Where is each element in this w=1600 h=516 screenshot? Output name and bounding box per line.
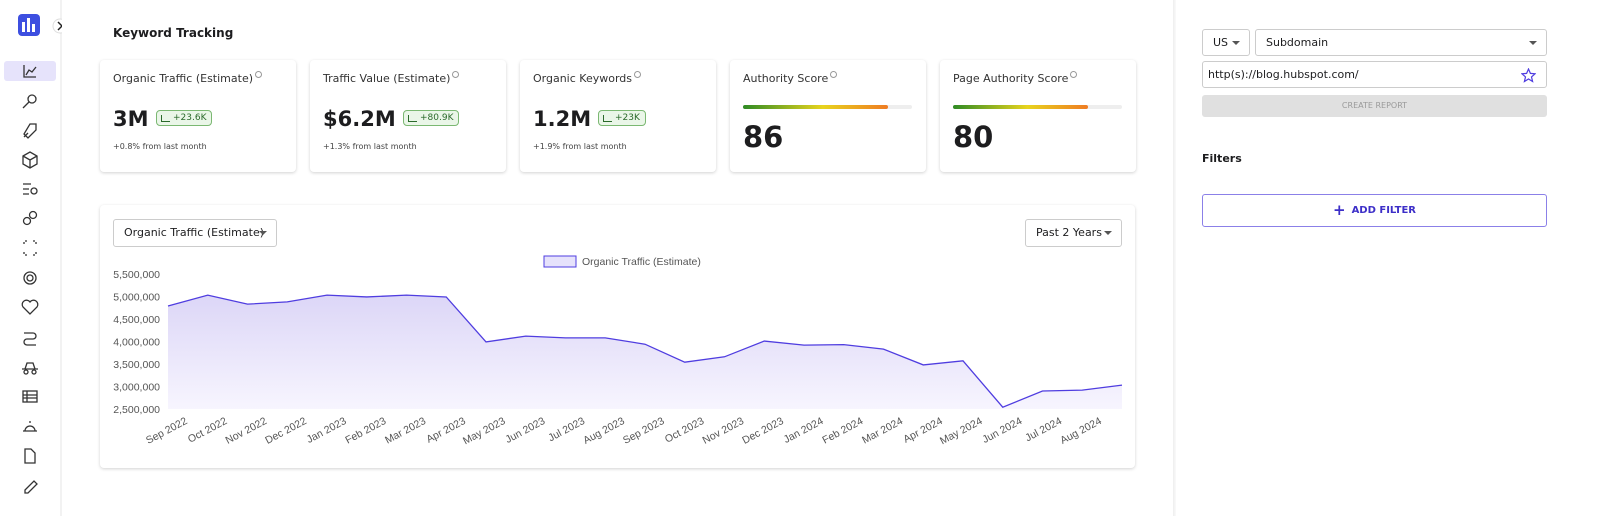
card-note: +0.8% from last month	[113, 142, 207, 151]
scope-select[interactable]: Subdomain	[1255, 29, 1547, 56]
x-tick-label: Apr 2023	[424, 415, 467, 446]
line-area	[168, 295, 1122, 409]
card-title: Page Authority Score	[953, 71, 1078, 85]
chart-panel: Organic Traffic (Estimate) Past 2 Years …	[100, 205, 1135, 468]
card-value: 3M	[113, 107, 149, 131]
add-filter-button[interactable]: + ADD FILTER	[1202, 194, 1547, 227]
trend-icon	[603, 115, 612, 122]
x-tick-label: Aug 2024	[1058, 415, 1103, 447]
x-tick-label: Jan 2023	[305, 415, 349, 446]
info-icon	[1070, 71, 1078, 78]
info-icon	[452, 71, 460, 78]
x-tick-label: Aug 2023	[581, 415, 626, 447]
y-tick-label: 4,500,000	[113, 314, 160, 326]
info-icon	[255, 71, 262, 78]
metric-card: Organic Keywords 1.2M +23K +1.9% from last …	[520, 60, 716, 172]
filters-title: Filters	[1202, 152, 1242, 165]
x-tick-label: Mar 2023	[383, 415, 428, 446]
y-tick-label: 2,500,000	[113, 404, 160, 416]
y-tick-label: 5,500,000	[113, 269, 160, 281]
card-title: Organic Keywords	[533, 71, 641, 85]
x-tick-label: Mar 2024	[860, 415, 905, 446]
trend-icon	[408, 115, 417, 122]
add-filter-label: ADD FILTER	[1351, 205, 1417, 216]
x-tick-label: Feb 2024	[820, 415, 865, 447]
x-tick-label: Jan 2024	[782, 415, 826, 446]
x-tick-label: Jul 2023	[546, 415, 587, 444]
trend-icon	[161, 115, 170, 122]
score-bar	[743, 105, 889, 109]
metric-card: Organic Traffic (Estimate) 3M +23.6K +0.8% …	[100, 60, 296, 172]
card-title: Authority Score	[743, 71, 838, 85]
card-score: 80	[953, 120, 994, 154]
card-title: Traffic Value (Estimate)	[323, 71, 460, 85]
period-select[interactable]: Past 2 Years	[1025, 219, 1122, 247]
card-value: $6.2M	[323, 107, 396, 131]
metric-label: Organic Traffic (Estimate)	[124, 226, 264, 239]
x-tick-label: Jul 2024	[1023, 415, 1064, 444]
sidebar	[4, 0, 62, 516]
info-icon	[634, 71, 641, 78]
legend-label: Organic Traffic (Estimate)	[582, 256, 701, 268]
x-tick-label: Feb 2023	[343, 415, 388, 447]
x-tick-label: Apr 2024	[901, 415, 944, 446]
x-tick-label: Oct 2022	[186, 415, 229, 446]
star-icon[interactable]	[1521, 68, 1536, 83]
x-tick-label: Sep 2023	[621, 415, 666, 447]
page-title: Keyword Tracking	[113, 26, 234, 40]
x-tick-label: Jun 2023	[503, 415, 547, 446]
card-note: +1.3% from last month	[323, 142, 417, 151]
card-note: +1.9% from last month	[533, 142, 627, 151]
metric-select[interactable]: Organic Traffic (Estimate)	[113, 219, 277, 247]
x-tick-label: Sep 2022	[144, 415, 189, 447]
x-tick-label: Dec 2022	[263, 415, 308, 447]
create-report-button[interactable]: CREATE REPORT	[1202, 95, 1547, 117]
score-bar	[953, 105, 1089, 109]
card-change: +23K	[598, 110, 646, 126]
country-label: US	[1213, 36, 1229, 49]
metric-card: Page Authority Score 80	[940, 60, 1136, 172]
card-change: +23.6K	[156, 110, 213, 126]
x-tick-label: Nov 2023	[701, 415, 746, 447]
card-change: +80.9K	[403, 110, 460, 126]
x-tick-label: May 2023	[461, 415, 507, 447]
url-input[interactable]: http(s)://blog.hubspot.com/	[1202, 61, 1547, 88]
x-tick-label: Dec 2023	[740, 415, 785, 447]
country-select[interactable]: US	[1202, 29, 1250, 56]
card-title: Organic Traffic (Estimate)	[113, 71, 262, 85]
line	[167, 294, 1123, 408]
y-tick-label: 5,000,000	[113, 292, 160, 304]
card-score: 86	[743, 120, 784, 154]
legend-swatch	[543, 255, 577, 268]
metric-card: Authority Score 86	[730, 60, 926, 172]
url-text: http(s)://blog.hubspot.com/	[1208, 68, 1359, 81]
x-tick-label: Oct 2023	[663, 415, 706, 446]
x-tick-label: Nov 2022	[224, 415, 269, 447]
metric-card: Traffic Value (Estimate) $6.2M +80.9K +1.3%…	[310, 60, 506, 172]
y-tick-label: 3,000,000	[113, 382, 160, 394]
period-label: Past 2 Years	[1036, 226, 1102, 239]
x-tick-label: May 2024	[938, 415, 984, 447]
scope-label: Subdomain	[1266, 36, 1329, 49]
divider	[1173, 0, 1176, 516]
y-tick-label: 3,500,000	[113, 359, 160, 371]
y-tick-label: 4,000,000	[113, 337, 160, 349]
info-icon	[830, 71, 838, 78]
plus-icon: +	[1332, 201, 1346, 219]
x-tick-label: Jun 2024	[980, 415, 1024, 446]
chart: 2,500,000 3,000,000 3,500,000 4,000,000 4,50…	[113, 255, 1123, 447]
card-value: 1.2M	[533, 107, 592, 131]
